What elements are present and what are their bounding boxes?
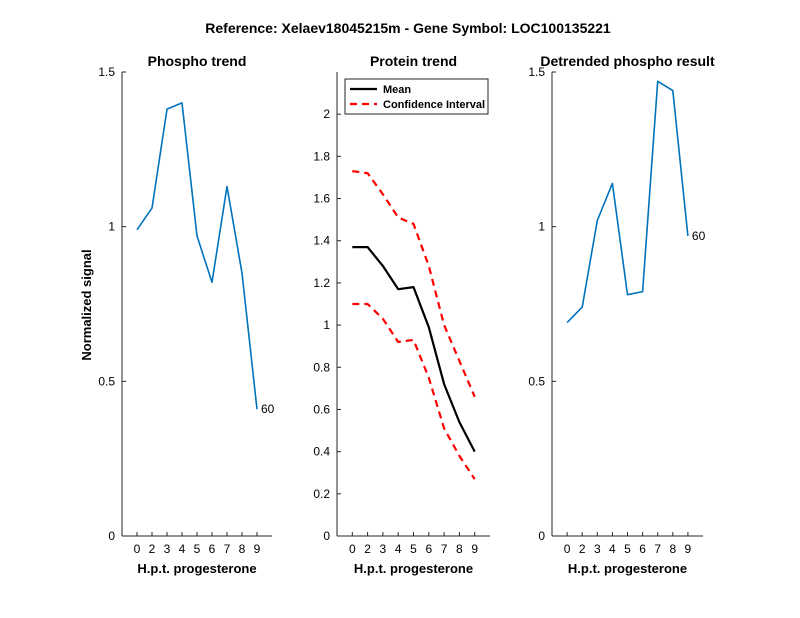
x-axis-label: H.p.t. progesterone [354,561,473,576]
figure-suptitle: Reference: Xelaev18045215m - Gene Symbol… [205,20,611,36]
x-tick-label: 2 [364,542,371,556]
x-tick-label: 9 [254,542,261,556]
y-tick-label: 1 [538,220,545,234]
legend-box [344,78,489,115]
x-tick-label: 8 [456,542,463,556]
legend-ci-label: Confidence Interval [383,99,485,111]
y-tick-label: 1 [108,220,115,234]
panel-title: Phospho trend [148,53,247,69]
detrended-series-line [566,80,689,324]
x-axis-label: H.p.t. progesterone [568,561,687,576]
x-tick-label: 5 [194,542,201,556]
x-tick-label: 5 [410,542,417,556]
x-tick-label: 3 [164,542,171,556]
y-tick-label: 1.6 [313,192,330,206]
y-tick-label: 0.6 [313,402,330,416]
y-tick-label: 0.5 [98,374,115,388]
y-tick-label: 1.5 [528,65,545,79]
x-tick-label: 0 [564,542,571,556]
x-tick-label: 2 [149,542,156,556]
y-tick-label: 0 [538,529,545,543]
y-tick-label: 0.8 [313,360,330,374]
panel-title: Detrended phospho result [540,53,715,69]
x-tick-label: 6 [425,542,432,556]
x-tick-label: 2 [579,542,586,556]
end-annotation: 60 [261,402,275,416]
x-tick-label: 8 [669,542,676,556]
x-tick-label: 9 [685,542,692,556]
legend-mean-label: Mean [383,84,411,96]
y-tick-label: 1.4 [313,234,330,248]
x-tick-label: 6 [209,542,216,556]
x-tick-label: 0 [349,542,356,556]
panel-title: Protein trend [370,53,457,69]
mean-series-line [352,246,476,453]
y-tick-label: 1.2 [313,276,330,290]
y-tick-label: 1.5 [98,65,115,79]
y-tick-label: 0.5 [528,374,545,388]
y-tick-label: 1.8 [313,149,330,163]
x-tick-label: 4 [395,542,402,556]
y-axis-label: Normalized signal [79,249,94,360]
x-axis-label: H.p.t. progesterone [137,561,256,576]
x-tick-label: 3 [594,542,601,556]
y-tick-label: 0.4 [313,445,330,459]
y-tick-label: 2 [323,107,330,121]
x-tick-label: 8 [239,542,246,556]
x-tick-label: 0 [134,542,141,556]
end-annotation: 60 [692,229,706,243]
x-tick-label: 7 [654,542,661,556]
y-tick-label: 0 [108,529,115,543]
x-tick-label: 7 [441,542,448,556]
ci-lower-series-line [352,302,476,480]
ci-upper-series-line [352,170,476,398]
x-tick-label: 7 [224,542,231,556]
x-tick-label: 4 [609,542,616,556]
y-tick-label: 1 [323,318,330,332]
x-tick-label: 6 [639,542,646,556]
x-tick-label: 3 [380,542,387,556]
y-tick-label: 0.2 [313,487,330,501]
phospho-series-line [136,102,258,410]
y-tick-label: 0 [323,529,330,543]
x-tick-label: 5 [624,542,631,556]
x-tick-label: 4 [179,542,186,556]
x-tick-label: 9 [471,542,478,556]
